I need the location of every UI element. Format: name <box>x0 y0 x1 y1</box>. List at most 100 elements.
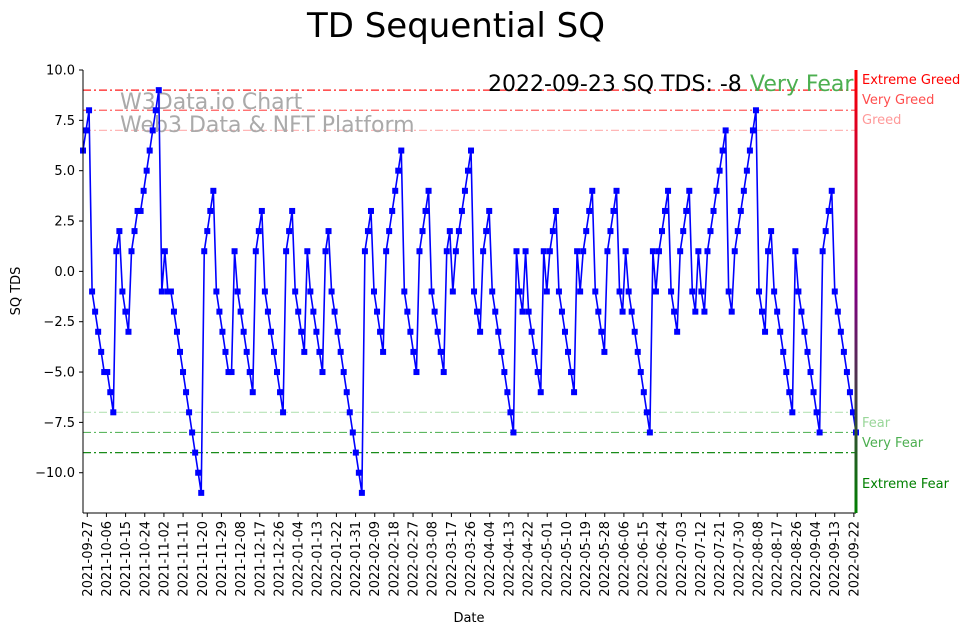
data-point-240 <box>807 369 814 376</box>
data-point-238 <box>801 328 808 335</box>
zone-label-5: Extreme Fear <box>862 477 950 492</box>
y-tick-label-1: 7.5 <box>54 114 75 129</box>
data-point-67 <box>283 248 290 255</box>
data-point-72 <box>298 328 305 335</box>
data-point-29 <box>167 288 174 295</box>
data-point-177 <box>616 288 623 295</box>
data-point-254 <box>849 409 856 416</box>
x-tick-label-14: 2022-01-31 <box>349 521 364 597</box>
data-point-33 <box>180 369 187 376</box>
data-point-71 <box>295 308 302 315</box>
data-point-120 <box>443 248 450 255</box>
data-point-201 <box>689 288 696 295</box>
data-point-82 <box>328 288 335 295</box>
x-tick-label-34: 2022-07-30 <box>732 521 747 597</box>
data-point-90 <box>352 449 359 456</box>
x-tick-label-29: 2022-06-15 <box>637 521 652 597</box>
data-point-200 <box>686 187 693 194</box>
data-point-24 <box>152 107 159 114</box>
data-point-32 <box>177 348 184 355</box>
x-tick-label-3: 2021-10-24 <box>138 521 153 597</box>
y-tick-label-4: 0.0 <box>54 265 75 280</box>
data-point-41 <box>204 228 211 235</box>
data-point-139 <box>501 369 508 376</box>
data-point-55 <box>246 369 253 376</box>
data-point-76 <box>310 308 317 315</box>
data-point-63 <box>270 348 277 355</box>
data-point-35 <box>186 409 193 416</box>
data-point-215 <box>731 248 738 255</box>
data-point-159 <box>561 328 568 335</box>
data-point-228 <box>771 288 778 295</box>
zone-lines <box>83 89 856 454</box>
data-point-196 <box>674 328 681 335</box>
data-point-154 <box>546 248 553 255</box>
data-point-22 <box>146 147 153 154</box>
data-point-83 <box>331 308 338 315</box>
x-tick-label-31: 2022-07-03 <box>675 521 690 597</box>
x-tick-label-9: 2021-12-17 <box>253 521 268 597</box>
data-point-121 <box>446 228 453 235</box>
watermark: W3Data.io Chart Web3 Data & NFT Platform <box>120 90 415 138</box>
data-point-163 <box>574 248 581 255</box>
data-point-249 <box>834 308 841 315</box>
data-point-242 <box>813 409 820 416</box>
data-point-44 <box>213 288 220 295</box>
data-point-224 <box>759 308 766 315</box>
y-tick-label-0: 10.0 <box>46 64 75 79</box>
y-tick-label-8: −10.0 <box>35 466 75 481</box>
sentiment-gradient-bar <box>854 70 858 513</box>
data-point-48 <box>225 369 232 376</box>
zone-label-3: Fear <box>862 416 891 431</box>
data-point-148 <box>528 328 535 335</box>
data-point-162 <box>571 389 578 396</box>
chart-title: TD Sequential SQ <box>306 6 605 46</box>
data-point-39 <box>198 489 205 496</box>
data-point-23 <box>149 127 156 134</box>
x-tick-label-28: 2022-06-06 <box>617 521 632 597</box>
zone-label-4: Very Fear <box>862 436 924 451</box>
data-point-81 <box>325 228 332 235</box>
data-point-45 <box>216 308 223 315</box>
data-point-79 <box>319 369 326 376</box>
data-point-202 <box>692 308 699 315</box>
data-point-17 <box>131 228 138 235</box>
data-point-87 <box>343 389 350 396</box>
x-tick-label-21: 2022-04-04 <box>483 521 498 597</box>
data-point-89 <box>349 429 356 436</box>
data-point-99 <box>380 348 387 355</box>
data-point-183 <box>634 348 641 355</box>
data-point-19 <box>137 207 144 214</box>
x-tick-label-0: 2021-09-27 <box>81 521 96 597</box>
data-point-52 <box>237 308 244 315</box>
zone-label-2: Greed <box>862 113 901 128</box>
data-point-43 <box>210 187 217 194</box>
data-point-172 <box>601 348 608 355</box>
x-tick-label-25: 2022-05-10 <box>560 521 575 597</box>
data-point-92 <box>358 489 365 496</box>
data-point-98 <box>377 328 384 335</box>
data-point-59 <box>258 207 265 214</box>
x-tick-label-18: 2022-03-08 <box>426 521 441 597</box>
data-point-220 <box>746 147 753 154</box>
data-point-118 <box>437 348 444 355</box>
data-point-181 <box>628 308 635 315</box>
x-tick-label-22: 2022-04-13 <box>502 521 517 597</box>
data-point-15 <box>125 328 132 335</box>
data-point-142 <box>510 429 517 436</box>
y-tick-label-3: 2.5 <box>54 215 75 230</box>
data-point-21 <box>143 167 150 174</box>
data-point-143 <box>513 248 520 255</box>
data-point-109 <box>410 348 417 355</box>
data-point-205 <box>701 308 708 315</box>
data-point-218 <box>740 187 747 194</box>
data-point-53 <box>240 328 247 335</box>
data-point-227 <box>768 228 775 235</box>
data-point-155 <box>549 228 556 235</box>
data-point-106 <box>401 288 408 295</box>
zone-label-1: Very Greed <box>862 93 934 108</box>
data-point-95 <box>367 207 374 214</box>
data-point-245 <box>822 228 829 235</box>
data-point-110 <box>413 369 420 376</box>
data-point-70 <box>292 288 299 295</box>
